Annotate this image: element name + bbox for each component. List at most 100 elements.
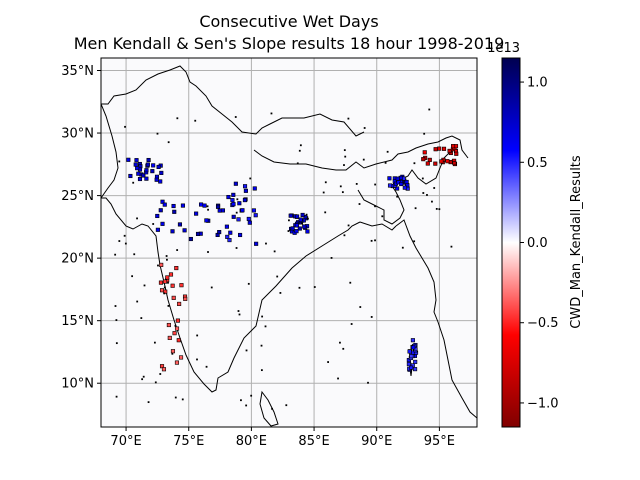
grid-cell-marker [384,161,387,164]
data-point [137,176,143,182]
data-point [242,184,248,189]
grid-cell-marker [261,315,264,318]
data-point [136,171,141,176]
data-point [159,170,164,175]
data-point [170,229,175,234]
grid-cell-marker [245,349,248,352]
grid-cell-marker [271,407,273,410]
data-point [288,213,293,218]
data-point [253,213,258,218]
data-point [180,203,185,208]
grid-cell-marker [174,396,177,399]
grid-cell-marker [152,223,155,225]
grid-cell-marker [235,211,238,214]
data-point [231,202,236,207]
grid-cell-marker [344,155,347,158]
data-point [134,158,139,163]
data-point [183,296,188,301]
data-point [126,157,131,162]
data-point [240,208,245,213]
y-tick-label: 10°N [61,377,94,392]
data-point [409,365,414,370]
colorbar: 1e13 1.0 0.5 0.0 −0.5 −1.0 CWD_Man_Kendall_R… [487,41,584,428]
data-point [144,168,149,173]
data-point [224,224,229,229]
data-point [155,213,160,219]
grid-cell-marker [396,195,399,198]
data-point [437,146,442,151]
data-point [199,202,204,207]
data-point [177,222,182,227]
colorbar-tick-label: −0.5 [527,316,559,331]
grid-cell-marker [136,300,139,303]
grid-cell-marker [359,306,362,308]
data-point [146,157,151,163]
gridlines [101,58,477,427]
grid-cell-marker [166,258,168,261]
data-point [409,354,414,359]
data-point [294,229,299,234]
data-point [246,216,251,221]
grid-cell-marker [235,247,238,249]
data-point [135,166,140,171]
grid-cell-marker [287,230,290,232]
grid-cell-marker [156,132,159,135]
x-tick-label: 90°E [361,434,392,449]
y-tick-label: 35°N [61,64,94,79]
grid-cell-marker [163,292,166,295]
data-point [168,272,174,277]
data-point [144,176,149,181]
grid-cell-marker [167,305,170,307]
data-point [300,212,305,217]
grid-cell-marker [118,240,121,242]
grid-cell-marker [337,377,339,380]
grid-cell-marker [363,127,366,129]
data-point [154,177,159,182]
data-points [114,108,459,410]
data-point [166,322,171,328]
data-point [215,204,221,209]
grid-cell-marker [300,222,303,224]
data-point [237,201,242,206]
grid-cell-marker [298,286,301,289]
grid-cell-marker [401,246,404,249]
colorbar-scale-label: 1e13 [487,41,520,56]
grid-cell-marker [210,286,213,289]
grid-cell-marker [355,183,358,185]
grid-cell-marker [299,144,302,147]
grid-cell-marker [196,334,199,337]
data-point [158,280,164,285]
grid-cell-marker [240,399,242,402]
grid-cell-marker [141,378,144,381]
data-point [155,227,160,232]
grid-cell-marker [358,203,361,205]
colorbar-tick-label: −1.0 [527,396,559,411]
west-border [101,103,119,199]
grid-cell-marker [142,375,145,378]
x-tick-label: 70°E [110,434,141,449]
grid-cell-marker [341,191,344,194]
grid-cell-marker [196,358,198,361]
data-point [165,275,170,280]
data-point [413,367,418,372]
data-point [445,159,450,164]
data-point [433,147,438,152]
grid-cell-marker [181,398,184,401]
data-point [156,164,161,169]
data-point [247,220,252,225]
y-tick-label: 25°N [61,189,94,204]
grid-cell-marker [176,249,179,251]
data-point [170,349,176,354]
data-point [195,231,201,237]
grid-cell-marker [157,264,159,267]
data-point [174,266,179,271]
data-point [233,181,238,186]
grid-cell-marker [414,207,417,210]
grid-cell-marker [276,275,279,278]
data-point [158,179,163,184]
bay-coastline [359,221,397,231]
data-point [251,208,256,213]
grid-cell-marker [374,183,377,186]
map-axes: 70°E 75°E 80°E 85°E 90°E 95°E 10°N 15°N 20°N 25°… [61,57,478,449]
data-point [172,209,177,214]
